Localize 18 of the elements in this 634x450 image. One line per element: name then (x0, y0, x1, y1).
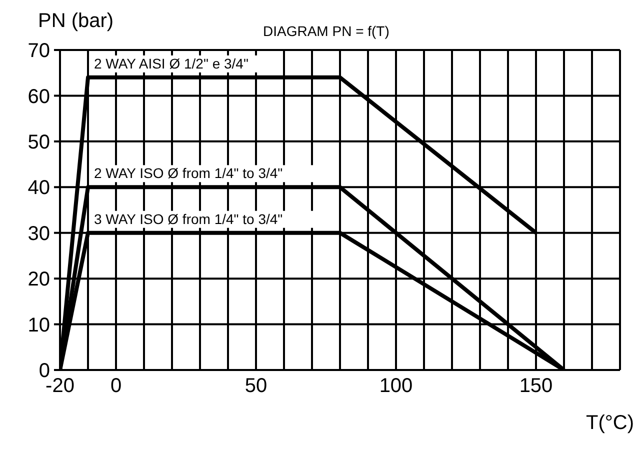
y-tick-label: 40 (28, 177, 50, 200)
y-tick-label: 60 (28, 86, 50, 108)
series-label: 3 WAY ISO Ø from 1/4" to 3/4" (94, 210, 283, 227)
x-tick-label: 100 (379, 375, 413, 398)
x-axis-title: T(°C) (586, 412, 634, 435)
x-tick-label: 150 (519, 375, 553, 398)
x-tick-label: 50 (244, 375, 268, 398)
y-tick-label: 70 (28, 40, 50, 62)
y-axis-title: PN (bar) (38, 10, 114, 33)
y-tick-label: 0 (38, 360, 50, 382)
y-tick-label: 50 (28, 132, 50, 154)
series-label: 2 WAY AISI Ø 1/2" e 3/4" (94, 55, 248, 72)
x-tick-label: 0 (110, 375, 122, 398)
chart-title: DIAGRAM PN = f(T) (263, 23, 390, 39)
y-tick-label: 30 (28, 222, 50, 245)
y-tick-label: 10 (28, 314, 50, 336)
series-label: 2 WAY ISO Ø from 1/4" to 3/4" (94, 165, 283, 182)
y-tick-label: 20 (28, 268, 50, 291)
